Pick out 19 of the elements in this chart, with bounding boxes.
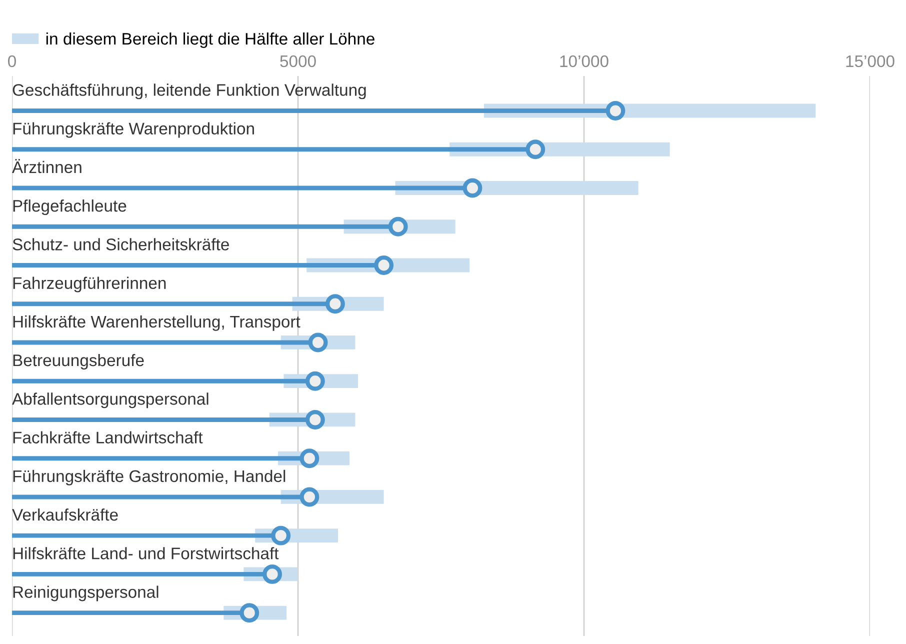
y-tick-label: Führungskräfte Gastronomie, Handel xyxy=(13,470,286,486)
y-tick-label: Hilfskräfte Warenherstellung, Transport xyxy=(13,315,300,331)
x-tick-label: 10’000 xyxy=(560,55,608,68)
y-tick-label: Reinigungspersonal xyxy=(13,586,158,602)
y-tick-label: Fahrzeugführerinnen xyxy=(13,276,166,292)
y-tick-label: Verkaufskräfte xyxy=(12,508,118,521)
x-tick-label: 15’000 xyxy=(846,55,894,68)
y-tick-label: Betreuungsberufe xyxy=(13,354,144,370)
y-tick-label: Abfallentsorgungspersonal xyxy=(12,392,208,408)
y-tick-label: Führungskräfte Warenproduktion xyxy=(13,122,254,138)
legend-label: in diesem Bereich liegt die Hälfte aller Löhne xyxy=(46,32,374,48)
y-tick-label: Schutz- und Sicherheitskräfte xyxy=(12,238,229,250)
y-tick-label: Pflegefachleute xyxy=(13,200,126,216)
y-tick-label: Hilfskräfte Land- und Forstwirtschaft xyxy=(13,547,279,560)
y-tick-label: Geschäftsführung, leitende Funktion Verwaltung xyxy=(12,84,366,100)
y-tick-label: Ärztinnen xyxy=(12,159,82,174)
x-tick-label: 5000 xyxy=(280,55,316,68)
y-tick-label: Fachkräfte Landwirtschaft xyxy=(13,431,203,444)
x-tick-label: 0 xyxy=(8,55,16,68)
